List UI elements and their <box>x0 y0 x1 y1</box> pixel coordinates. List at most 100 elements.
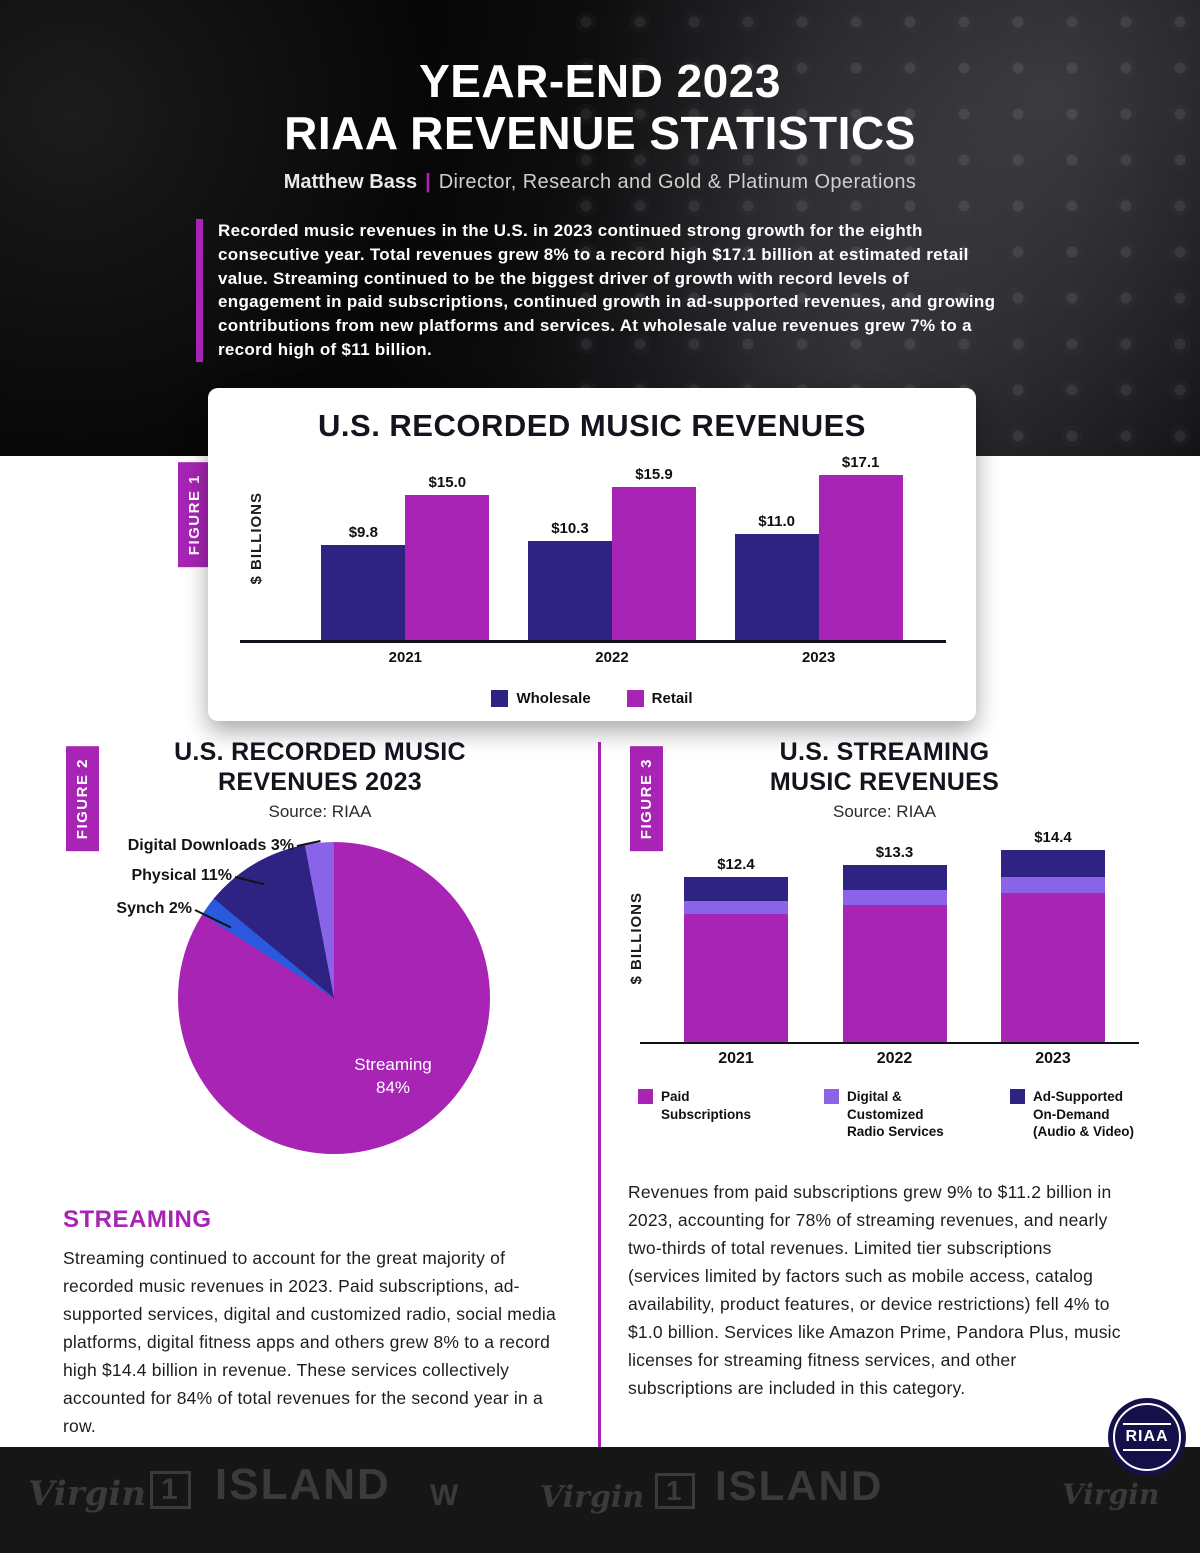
header-banner <box>0 0 1200 456</box>
streaming-body: Streaming continued to account for the g… <box>63 1248 556 1436</box>
streaming-slice-label-pct: 84% <box>375 1077 411 1097</box>
stack-total-label: $13.3 <box>875 844 914 861</box>
figure3-tab: FIGURE 3 <box>630 746 663 852</box>
callout-digital-downloads: Digital Downloads 3% <box>127 837 294 854</box>
riaa-logo-text: RIAA <box>1123 1423 1171 1451</box>
streaming-slice-label: Streaming 84% <box>328 1054 458 1100</box>
retail-legend-label: Retail <box>651 690 693 707</box>
segment-paid-2023 <box>1001 893 1105 1042</box>
record-label-watermark: Virgin <box>1062 1478 1160 1511</box>
record-label-watermark: 1 <box>150 1471 191 1509</box>
figure3-stack-2021: $12.4 <box>684 856 788 1042</box>
figure3-bars: $12.4 $13.3 $14.4 <box>684 826 1105 1042</box>
ad-supported-legend-label: Ad-Supported On-Demand (Audio & Video) <box>1033 1089 1134 1140</box>
wholesale-bar-2021 <box>321 545 406 640</box>
segment-paid-2022 <box>842 905 947 1042</box>
byline-separator: | <box>425 171 431 194</box>
bar-value-label: $15.9 <box>635 466 673 483</box>
record-label-watermark: W <box>430 1479 461 1512</box>
figure3-x-label: 2022 <box>876 1050 913 1067</box>
legend-item-ad-supported: Ad-Supported On-Demand (Audio & Video) <box>1010 1088 1145 1141</box>
figure1-title: U.S. RECORDED MUSIC REVENUES <box>318 408 866 443</box>
bar-column: $11.0 <box>734 513 819 640</box>
legend-item-wholesale: Wholesale <box>491 690 591 707</box>
figure2-tab: FIGURE 2 <box>66 746 99 852</box>
figure3-title-line2: MUSIC REVENUES <box>769 767 1000 796</box>
legend-item-retail: Retail <box>626 690 693 707</box>
bar-value-label: $10.3 <box>551 520 589 537</box>
record-label-watermark: ISLAND <box>715 1462 884 1509</box>
segment-ad-supported-2021 <box>684 877 788 901</box>
segment-digital-2023 <box>1001 877 1105 893</box>
figure3: U.S. STREAMING MUSIC REVENUES Source: RI… <box>612 738 1157 1141</box>
figure2-source: Source: RIAA <box>268 802 372 821</box>
figure2-pie-area: Streaming 84% Digital Downloads 3% Physi… <box>60 824 580 1184</box>
figure3-stack-2022: $13.3 <box>842 844 947 1042</box>
legend-item-digital-radio: Digital & Customized Radio Services <box>824 1088 959 1141</box>
retail-bar-2023 <box>818 475 903 640</box>
figure2-title-line1: U.S. RECORDED MUSIC <box>174 738 466 766</box>
intro-paragraph: Recorded music revenues in the U.S. in 2… <box>196 219 1010 362</box>
record-label-watermark: Virgin <box>540 1480 645 1515</box>
segment-digital-2021 <box>684 901 788 914</box>
segment-digital-2022 <box>842 890 947 905</box>
bar-value-label: $9.8 <box>348 524 378 541</box>
figure3-x-label: 2021 <box>718 1050 754 1067</box>
wholesale-bar-2023 <box>734 534 819 640</box>
figure1-bar-group-2022: $10.3 $15.9 <box>527 466 696 640</box>
figure1-bar-group-2021: $9.8 $15.0 <box>321 474 490 640</box>
bar-column: $15.9 <box>611 466 696 640</box>
bar-value-label: $17.1 <box>841 454 880 471</box>
column-divider <box>598 742 601 1454</box>
figure3-legend: Paid Subscriptions Digital & Customized … <box>612 1088 1157 1141</box>
bar-value-label: $15.0 <box>428 474 467 491</box>
streaming-heading: STREAMING <box>63 1206 212 1233</box>
figure1-bars: $9.8 $15.0 $10.3 $15.9 $11.0 $17.1 <box>302 450 922 640</box>
bar-column: $15.0 <box>405 474 490 640</box>
digital-radio-legend-label: Digital & Customized Radio Services <box>847 1089 944 1140</box>
figure1-tab: FIGURE 1 <box>178 462 211 568</box>
figure1-card: U.S. RECORDED MUSIC REVENUES $ BILLIONS … <box>208 388 976 721</box>
page-title-line1: YEAR-END 2023 <box>419 55 781 107</box>
figure2: U.S. RECORDED MUSIC REVENUES 2023 Source… <box>60 738 580 1184</box>
retail-swatch <box>626 690 644 707</box>
figure3-title: U.S. STREAMING MUSIC REVENUES <box>612 738 1157 797</box>
figure1-x-label: 2023 <box>801 649 836 666</box>
paid-subscriptions-legend-label: Paid Subscriptions <box>661 1089 752 1122</box>
riaa-logo: RIAA <box>1108 1398 1186 1476</box>
callout-synch: Synch 2% <box>116 900 192 917</box>
wholesale-swatch <box>491 690 509 707</box>
figure2-title-line2: REVENUES 2023 <box>218 767 422 796</box>
wholesale-bar-2022 <box>527 541 612 640</box>
figure3-source: Source: RIAA <box>833 802 936 821</box>
wholesale-legend-label: Wholesale <box>516 690 591 707</box>
bar-value-label: $11.0 <box>758 513 795 530</box>
figure3-x-axis-line <box>640 1042 1139 1044</box>
pie-chart: Streaming 84% <box>178 842 490 1154</box>
figure3-x-label: 2023 <box>1035 1050 1071 1067</box>
figure3-title-line1: U.S. STREAMING <box>779 738 990 766</box>
stack-total-label: $12.4 <box>717 856 755 873</box>
figure1-bar-group-2023: $11.0 $17.1 <box>734 454 903 640</box>
segment-ad-supported-2022 <box>842 865 947 890</box>
byline: Matthew Bass | Director, Research and Gold… <box>0 171 1200 194</box>
bar-column: $10.3 <box>527 520 612 640</box>
subscriptions-body: Revenues from paid subscriptions grew 9%… <box>628 1182 1121 1398</box>
mixing-console-knobs-texture <box>560 0 1200 456</box>
figure3-x-labels: 2021 2022 2023 <box>684 1050 1105 1068</box>
streaming-slice-label-name: Streaming <box>354 1055 432 1074</box>
footer-logos-strip: Virgin 1 ISLAND W Virgin 1 ISLAND Virgin <box>0 1447 1200 1553</box>
figure1-x-label: 2022 <box>595 649 629 666</box>
ad-supported-swatch <box>1010 1089 1025 1104</box>
figure3-y-axis-label: $ BILLIONS <box>628 892 645 985</box>
figure3-chart: $ BILLIONS $12.4 $13.3 $14.4 2021 2022 2023 <box>612 826 1157 1076</box>
figure1-chart: $ BILLIONS $9.8 $15.0 $10.3 $15.9 $11.0 $17.1… <box>238 450 946 682</box>
record-label-watermark: 1 <box>655 1473 695 1509</box>
streaming-section: STREAMING Streaming continued to account… <box>63 1206 569 1440</box>
figure1-x-labels: 2021 2022 2023 <box>302 649 922 666</box>
figure1-x-axis-line <box>240 640 946 643</box>
page-title-line2: RIAA REVENUE STATISTICS <box>284 106 916 159</box>
bar-column: $9.8 <box>321 524 406 640</box>
figure1-legend: Wholesale Retail <box>238 690 946 707</box>
